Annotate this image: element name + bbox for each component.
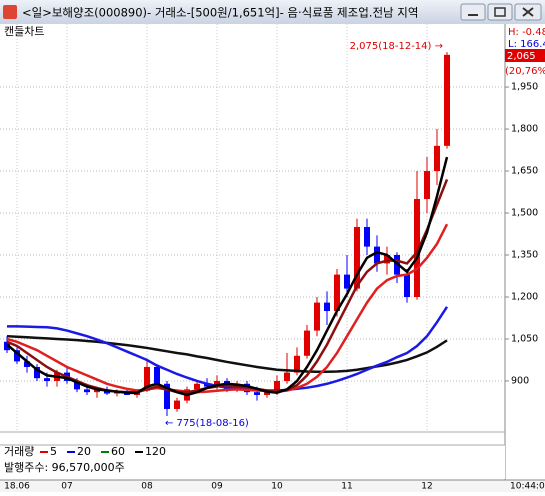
x-axis-strip [0, 480, 545, 492]
clock: 10:44:0 [510, 482, 545, 492]
close-icon [522, 7, 534, 17]
candle-body [24, 361, 30, 367]
moving-average-line [6, 223, 449, 394]
candle-body [364, 227, 370, 247]
candle-body [384, 255, 390, 264]
candle-body [294, 355, 300, 373]
y-tick-label: 1,650 [511, 166, 538, 177]
legend-label: 5 [50, 445, 57, 458]
candle-body [174, 400, 180, 409]
window-buttons [460, 3, 542, 21]
title-bar [0, 0, 545, 24]
candle-body [434, 145, 440, 172]
x-tick-label: 09 [211, 482, 223, 492]
window-title: <일>보해양조(000890)- 거래소-[500원/1,651억]- 음·식료… [22, 6, 418, 20]
x-tick-label: 11 [341, 482, 352, 492]
candle-body [414, 199, 420, 297]
candle-body [34, 366, 40, 379]
candle-body [114, 392, 120, 394]
moving-average-line [6, 178, 449, 394]
x-tick-label: 10 [271, 482, 283, 492]
moving-average-line [7, 306, 449, 392]
candle-body [264, 392, 270, 395]
app-icon [3, 5, 17, 19]
change-info: (20,76%) [505, 66, 545, 77]
shares-info: 발행주수: 96,570,000주 [4, 461, 125, 474]
candle-body [374, 246, 380, 264]
last-price: 2,065 [507, 51, 536, 62]
candle-body [164, 383, 170, 409]
candle-body [194, 383, 200, 390]
candle-body [334, 274, 340, 311]
low-annotation: ← 775(18-08-16) [165, 418, 249, 429]
y-tick-label: 1,050 [511, 333, 538, 344]
candle-body [444, 54, 450, 146]
x-tick-label: 07 [61, 482, 72, 492]
y-tick-label: 1,500 [511, 208, 538, 219]
legend-label: 60 [111, 445, 125, 458]
legend-label: 20 [77, 445, 91, 458]
minimize-button[interactable] [460, 3, 486, 21]
candle-body [304, 330, 310, 356]
volume-title: 거래량 [4, 445, 34, 458]
price-plot [0, 24, 505, 432]
candle-body [284, 372, 290, 381]
y-tick-label: 1,200 [511, 291, 538, 302]
high-info: H: -0.48 [508, 27, 545, 38]
y-tick-label: 1,350 [511, 250, 538, 261]
candle-body [424, 171, 430, 200]
legend-label: 120 [145, 445, 166, 458]
candle-body [74, 380, 80, 390]
candle-body [324, 302, 330, 311]
candle-body [94, 389, 100, 393]
maximize-button[interactable] [487, 3, 513, 21]
last-price-box [505, 49, 545, 62]
high-annotation: 2,075(18-12-14) → [350, 41, 443, 52]
y-tick-label: 900 [511, 375, 529, 386]
candle-body [274, 380, 280, 393]
info-panel [0, 445, 505, 479]
candle-body [204, 383, 210, 387]
candle-body [354, 227, 360, 289]
candle-body [14, 350, 20, 362]
chart-label: 캔들차트 [4, 25, 44, 38]
x-tick-label: 18.06 [4, 482, 30, 492]
x-tick-label: 08 [141, 482, 153, 492]
candle-body [154, 366, 160, 384]
maximize-icon [494, 7, 506, 17]
candle-body [254, 392, 260, 395]
y-tick-label: 1,800 [511, 124, 538, 135]
candle-body [214, 380, 220, 387]
candle-body [84, 389, 90, 393]
moving-average-line [6, 156, 449, 397]
candle-body [314, 302, 320, 331]
candle-body [44, 378, 50, 381]
x-tick-label: 12 [421, 482, 432, 492]
candle-body [404, 274, 410, 297]
low-info: L: 166.4 [508, 39, 545, 50]
y-tick-label: 1,950 [511, 82, 538, 93]
candle-body [144, 366, 150, 391]
candle-body [344, 274, 350, 289]
